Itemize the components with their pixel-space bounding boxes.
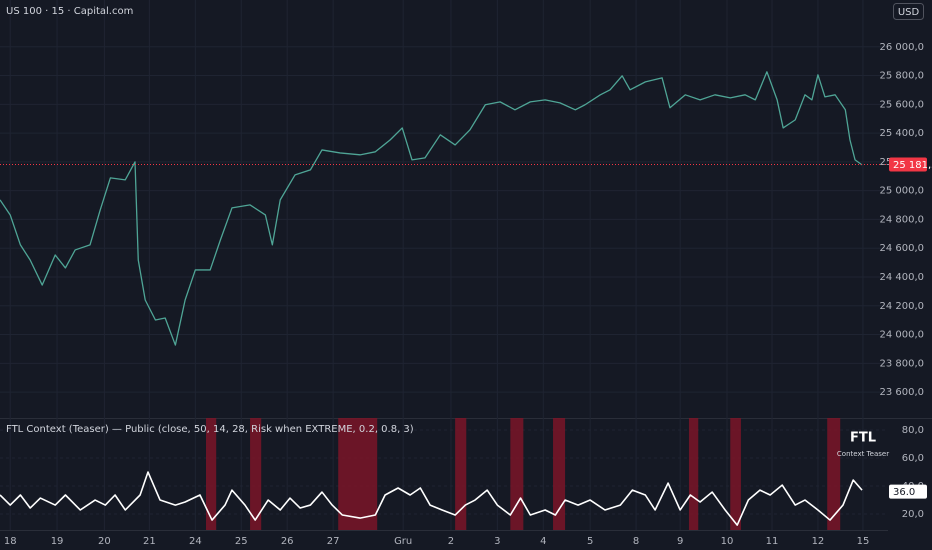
risk-zone [510,418,524,530]
y-tick-label: 23 600,0 [879,387,924,398]
y-tick-label: 80,0 [902,425,924,436]
x-tick-label: 2 [448,536,454,547]
series-line [0,471,863,526]
last-value-label: 25 181,5 [893,160,932,171]
y-tick-label: 23 800,0 [879,358,924,369]
risk-zone [205,418,217,530]
x-tick-label: 10 [721,536,734,547]
x-tick-label: 12 [812,536,825,547]
x-tick-label: 8 [633,536,639,547]
risk-zone [827,418,841,530]
y-tick-label: 20,0 [902,509,924,520]
y-tick-label: 60,0 [902,453,924,464]
x-tick-label: 20 [98,536,111,547]
y-tick-label: 24 400,0 [879,272,924,283]
labels: 23 600,0 23 800,0 24 000,0 24 200,0 24 400,0… [4,42,932,547]
y-tick-label: 25 800,0 [879,71,924,82]
risk-zone [553,418,566,530]
x-tick-label: 15 [857,536,870,547]
last-value-label: 36.0 [893,487,915,498]
marks [0,71,888,530]
risk-zone [250,418,262,530]
y-tick-label: 24 800,0 [879,214,924,225]
last-value-box [889,157,927,172]
x-tick-label: 4 [540,536,546,547]
y-tick-label: 24 000,0 [879,330,924,341]
y-tick-label: 26 000,0 [879,42,924,53]
symbol-title: US 100 · 15 · Capital.com [6,6,133,17]
y-tick-label: 25 400,0 [879,128,924,139]
x-tick-label: 9 [677,536,683,547]
y-tick-label: 24 600,0 [879,243,924,254]
risk-zone [688,418,699,530]
x-tick-label: 21 [143,536,156,547]
y-tick-label: 25 000,0 [879,186,924,197]
x-tick-label: 24 [189,536,202,547]
risk-zone [338,418,378,530]
risk-zone [730,418,741,530]
x-tick-label: 27 [327,536,340,547]
x-tick-label: 3 [494,536,500,547]
currency[interactable]: USD [898,7,920,18]
y-tick-label: 25 600,0 [879,99,924,110]
last-value-box [889,484,927,499]
grids [0,0,888,530]
badge-title: FTL [850,431,876,446]
risk-zone [455,418,467,530]
x-tick-label: 5 [587,536,593,547]
series-line [0,71,863,346]
x-tick-label: Gru [394,536,412,547]
currency-button[interactable] [893,3,924,20]
indicator-title: FTL Context (Teaser) — Public (close, 50… [6,424,414,435]
badge-subtitle: Context Teaser [837,450,889,458]
x-tick-label: 19 [51,536,64,547]
y-tick-label: 24 200,0 [879,301,924,312]
x-tick-label: 11 [766,536,779,547]
x-tick-label: 25 [235,536,248,547]
x-tick-label: 18 [4,536,17,547]
x-tick-label: 26 [281,536,294,547]
